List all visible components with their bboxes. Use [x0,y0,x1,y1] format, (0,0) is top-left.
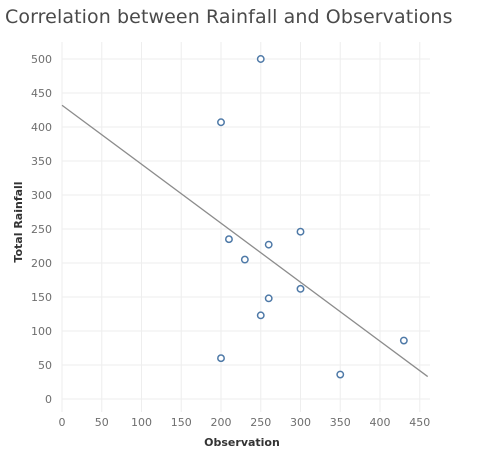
data-point [264,240,273,249]
data-point [217,354,225,363]
y-tick-label: 150 [31,291,52,304]
y-axis-title: Total Rainfall [12,181,25,262]
data-point [399,336,408,345]
x-tick-label: 200 [211,416,232,429]
grid-lines [61,42,430,412]
data-point [256,311,265,320]
x-tick-label: 450 [409,416,430,429]
data-point [264,294,273,303]
y-tick-label: 350 [31,155,52,168]
y-tick-label: 450 [31,87,52,100]
data-point [336,370,345,379]
y-tick-label: 50 [38,359,52,372]
y-tick-label: 200 [31,257,52,270]
x-tick-label: 350 [330,416,351,429]
x-tick-label: 400 [370,416,391,429]
y-tick-label: 500 [31,53,52,66]
x-axis-title: Observation [204,436,280,449]
y-tick-label: 250 [31,223,52,236]
x-tick-label: 50 [95,416,109,429]
data-point [240,255,249,264]
data-points [217,55,408,379]
data-point [296,227,305,236]
y-tick-label: 0 [45,393,52,406]
x-tick-label: 250 [250,416,271,429]
data-point [296,284,305,293]
trend-line [61,104,429,378]
x-tick-label: 150 [171,416,192,429]
data-point [217,118,225,127]
y-axis-ticks: 0 50 100 150 200 250 300 350 400 450 500 [31,53,52,406]
y-tick-label: 300 [31,189,52,202]
data-point [225,235,233,244]
y-tick-label: 400 [31,121,52,134]
chart-title: Correlation between Rainfall and Observa… [5,6,453,28]
x-axis-ticks: 0 50 100 150 200 250 300 350 400 450 [59,416,431,429]
x-tick-label: 0 [59,416,66,429]
x-tick-label: 300 [290,416,311,429]
x-tick-label: 100 [131,416,152,429]
y-tick-label: 100 [31,325,52,338]
data-point [256,55,265,63]
